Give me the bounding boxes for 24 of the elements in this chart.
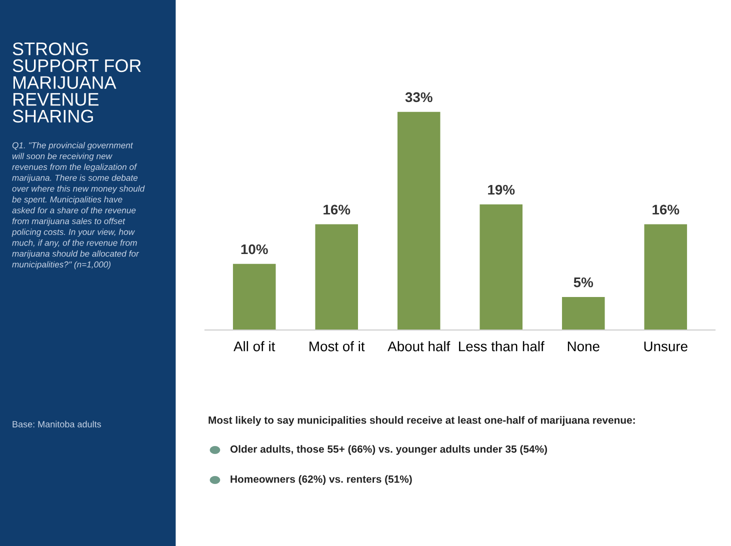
x-tick-label: About half: [388, 341, 450, 352]
text: Q1. "The provincial government will soon be receiving new revenues from the legalization of marijuana. There is some debate over where this new money should be spent. Municipalities have asked for a share of the revenue from marijuana sales to offset policing costs. In your view, how much, if any, of the revenue from marijuana should be allocated for municipalities?" (n=1,000): [12, 142, 145, 270]
data-label: 16%: [324, 204, 350, 215]
data-label: 19%: [488, 184, 515, 195]
text: Older adults, those 55+ (66%) vs. younger adults under 35 (54%): [230, 445, 547, 455]
x-tick-label: All of it: [234, 341, 276, 352]
bar: [397, 112, 440, 330]
bar: [232, 264, 276, 330]
data-label: 10%: [241, 244, 268, 254]
text: Homeowners (62%) vs. renters (51%): [230, 475, 412, 485]
bar: [644, 224, 688, 330]
bar: [480, 204, 523, 330]
x-tick-label: Less than half: [459, 341, 544, 352]
data-label: 16%: [652, 204, 680, 215]
x-tick-label: Unsure: [644, 342, 688, 352]
text: Most likely to say municipalities should receive at least one-half of marijuana revenue:: [208, 416, 635, 426]
data-label: 33%: [405, 92, 432, 102]
x-tick-label: Most of it: [310, 341, 365, 352]
chart-title: STRONG SUPPORT FOR MARIJUANA REVENUE SHARING: [12, 42, 141, 123]
text: Base: Manitoba adults: [12, 420, 102, 428]
bar: [562, 296, 605, 330]
x-tick-label: None: [568, 342, 600, 352]
bar: [315, 224, 358, 330]
data-label: 5%: [574, 277, 594, 288]
